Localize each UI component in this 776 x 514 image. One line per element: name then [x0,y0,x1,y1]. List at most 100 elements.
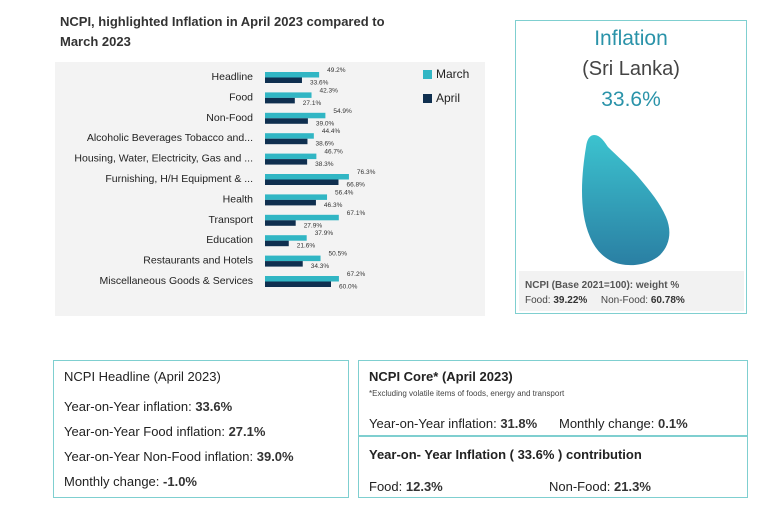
data-label-march: 67.2% [347,271,366,278]
inflation-title: Inflation [594,27,668,50]
bar-march [265,92,312,98]
legend-label-march: March [436,67,470,81]
core-card-note: *Excluding volatile items of foods, ener… [369,389,565,398]
data-label-march: 76.3% [357,169,376,176]
category-label: Furnishing, H/H Equipment & ... [105,173,253,185]
bar-march [265,133,314,139]
data-label-april: 27.1% [303,100,322,107]
weight-food-value: 39.22% [553,295,588,306]
headline-card-title: NCPI Headline (April 2023) [64,369,221,384]
data-label-april: 33.6% [310,80,329,87]
data-label-april: 60.0% [339,284,358,291]
headline-monthly: Monthly change: -1.0% [64,474,197,489]
data-label-april: 34.3% [311,263,330,270]
contrib-title: Year-on- Year Inflation ( 33.6% ) contri… [369,447,642,462]
bar-march [265,112,326,119]
headline-card: NCPI Headline (April 2023) Year-on-Year … [53,360,349,498]
core-monthly-value: 0.1% [658,416,688,431]
core-yoy: Year-on-Year inflation: 31.8% [369,416,537,431]
category-label: Headline [212,71,254,83]
data-label-march: 37.9% [315,230,334,237]
contrib-food-label: Food: [369,479,403,494]
bar-march [265,214,339,221]
headline-food-value: 27.1% [228,424,266,439]
headline-food-label: Year-on-Year Food inflation: [64,424,225,439]
core-yoy-label: Year-on-Year inflation: [369,416,497,431]
bar-april [265,138,308,145]
bar-march [265,72,320,78]
bar-april [265,77,302,83]
chart-title-line1: NCPI, highlighted Inflation in April 202… [60,14,385,29]
data-label-april: 39.0% [316,120,335,127]
data-label-march: 46.7% [324,149,343,156]
legend-swatch-march [423,69,432,79]
weight-food-label: Food: [525,295,551,306]
data-label-march: 50.5% [329,251,348,258]
data-label-march: 44.4% [322,128,341,135]
bar-march [265,276,339,282]
data-label-april: 46.3% [324,202,343,209]
bar-april [265,159,308,165]
bar-april [265,97,295,104]
data-label-april: 38.3% [315,161,334,168]
core-monthly-label: Monthly change: [559,416,655,431]
data-label-april: 38.6% [315,141,334,148]
category-label: Non-Food [206,112,253,124]
bar-march [265,194,328,200]
bar-april [265,199,316,206]
bar-march [265,255,321,262]
category-label: Miscellaneous Goods & Services [100,275,254,287]
headline-food: Year-on-Year Food inflation: 27.1% [64,424,265,439]
category-label: Education [206,234,253,246]
bar-march [265,153,317,160]
headline-yoy: Year-on-Year inflation: 33.6% [64,399,232,414]
legend-item-april: April [423,90,469,106]
chart-panel: Headline 49.2% 33.6% Food 42.3% 27.1% Non-Food… [55,62,485,316]
bar-march [265,174,349,180]
data-label-march: 54.9% [333,108,352,115]
core-card: NCPI Core* (April 2023) *Excluding volat… [358,360,748,498]
core-yoy-value: 31.8% [500,416,538,431]
headline-monthly-value: -1.0% [163,474,197,489]
contrib-nonfood-label: Non-Food: [549,479,611,494]
data-label-march: 49.2% [327,67,346,74]
bar-april [265,261,303,267]
data-label-april: 21.6% [297,243,316,250]
core-card-title: NCPI Core* (April 2023) [369,369,513,384]
weight-box: NCPI (Base 2021=100): weight % Food: 39.… [519,271,744,311]
category-label: Alcoholic Beverages Tobacco and... [87,132,253,144]
data-label-april: 66.8% [346,182,365,189]
chart-title: NCPI, highlighted Inflation in April 202… [60,12,420,52]
headline-nonfood-value: 39.0% [256,449,294,464]
bar-april [265,118,308,124]
bar-april [265,240,289,247]
contrib-food: Food: 12.3% [369,479,443,494]
inflation-subtitle: (Sri Lanka) [582,58,680,80]
weight-nonfood-label: Non-Food: [600,295,649,306]
category-label: Health [223,193,254,205]
data-label-march: 67.1% [347,210,366,217]
category-label: Housing, Water, Electricity, Gas and ... [74,153,253,165]
weight-values: Food: 39.22% Non-Food: 60.78% [525,295,685,306]
bar-april [265,281,331,287]
weight-nonfood-value: 60.78% [650,295,685,306]
weight-label: NCPI (Base 2021=100): weight % [525,280,680,291]
headline-monthly-label: Monthly change: [64,474,160,489]
data-label-march: 56.4% [335,189,354,196]
headline-nonfood: Year-on-Year Non-Food inflation: 39.0% [64,449,294,464]
sri-lanka-map-icon [582,135,670,266]
chart-title-line2: March 2023 [60,34,131,49]
data-label-march: 42.3% [320,87,339,94]
core-card-divider [358,435,748,437]
bar-april [265,179,339,185]
headline-yoy-label: Year-on-Year inflation: [64,399,192,414]
inflation-value: 33.6% [601,88,661,111]
inflation-summary-box: Inflation (Sri Lanka) 33.6% NCPI (Base 2… [515,20,747,314]
category-label: Restaurants and Hotels [143,255,253,267]
bar-april [265,220,296,226]
category-label: Food [229,91,253,103]
headline-yoy-value: 33.6% [195,399,233,414]
contrib-nonfood: Non-Food: 21.3% [549,479,651,494]
legend-swatch-april [423,93,432,103]
bar-chart: Headline 49.2% 33.6% Food 42.3% 27.1% Non-Food… [74,67,376,291]
